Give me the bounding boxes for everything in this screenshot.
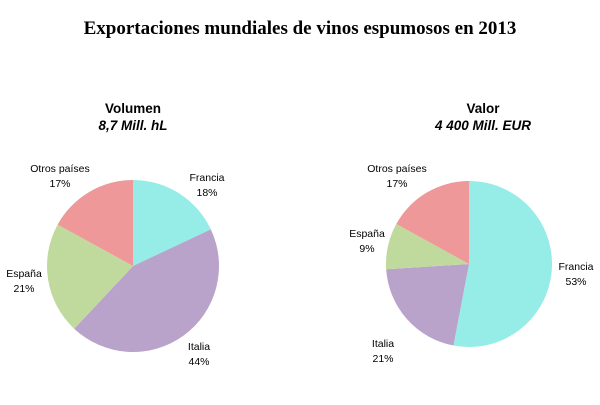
value-value-francia: 53% xyxy=(565,276,586,288)
volume-value-espana: 21% xyxy=(13,283,34,295)
value-label-otros-paises: Otros países xyxy=(367,163,427,175)
value-chart-subtitle: 4 400 Mill. EUR xyxy=(434,118,532,133)
volume-slice-francia xyxy=(133,180,211,266)
value-slice-espana xyxy=(385,224,469,270)
volume-slice-otros-paises xyxy=(57,180,133,266)
volume-value-otros-paises: 17% xyxy=(49,178,70,190)
value-slice-italia xyxy=(386,264,469,346)
volume-slice-espana xyxy=(47,224,133,329)
value-slice-otros-paises xyxy=(396,181,469,264)
value-label-espana: España xyxy=(349,228,385,240)
volume-label-otros-paises: Otros países xyxy=(30,163,90,175)
value-value-italia: 21% xyxy=(372,353,393,365)
volume-chart-title: Volumen xyxy=(104,101,161,116)
value-value-otros-paises: 17% xyxy=(386,178,407,190)
volume-value-italia: 44% xyxy=(188,356,209,368)
page-title: Exportaciones mundiales de vinos espumos… xyxy=(83,18,517,39)
value-label-francia: Francia xyxy=(558,261,593,273)
volume-label-francia: Francia xyxy=(189,172,224,184)
value-slice-francia xyxy=(453,181,553,347)
value-label-italia: Italia xyxy=(372,338,394,350)
volume-chart-title-block: Volumen 8,7 Mill. hL xyxy=(23,100,243,134)
volume-slice-italia xyxy=(74,229,220,353)
value-chart-title-block: Valor 4 400 Mill. EUR xyxy=(373,100,593,134)
volume-chart-subtitle: 8,7 Mill. hL xyxy=(98,118,168,133)
volume-value-francia: 18% xyxy=(196,187,217,199)
volume-label-italia: Italia xyxy=(188,341,210,353)
value-chart-title: Valor xyxy=(466,101,500,116)
volume-label-espana: España xyxy=(6,268,42,280)
value-value-espana: 9% xyxy=(359,243,374,255)
